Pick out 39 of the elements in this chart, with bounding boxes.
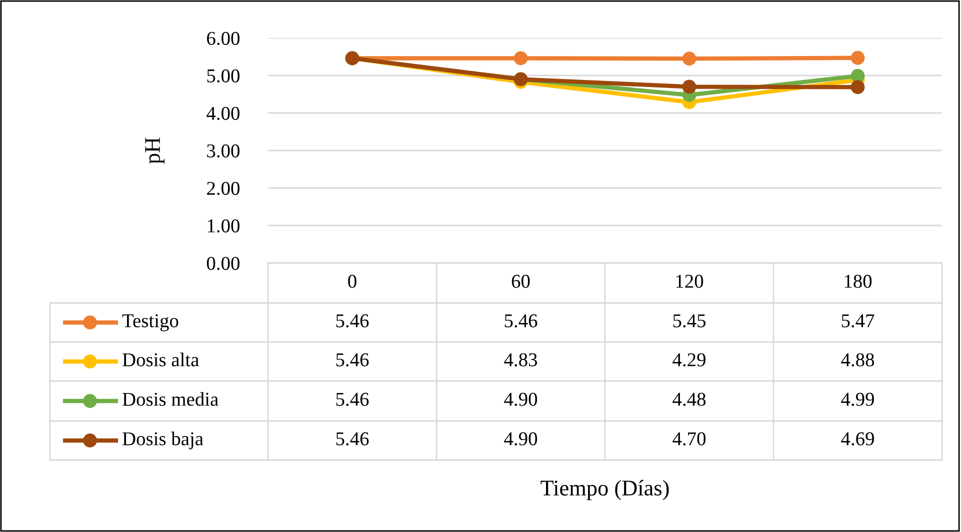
- point: [514, 51, 528, 66]
- data-label: 4.90: [504, 432, 538, 446]
- point: [682, 52, 696, 66]
- data-label: 4.48: [672, 392, 706, 406]
- data-label: 4.69: [841, 432, 874, 446]
- y-tick-label: 4.00: [206, 106, 240, 120]
- point: [850, 80, 865, 94]
- legend-label: Dosis baja: [122, 432, 204, 450]
- data-label: 4.88: [841, 353, 874, 366]
- x-tick-label: 0: [348, 274, 356, 288]
- point: [850, 68, 865, 83]
- data-label: 5.46: [336, 432, 369, 446]
- point: [682, 80, 696, 94]
- data-label: 4.70: [672, 432, 706, 446]
- legend-label: Dosis alta: [122, 352, 199, 366]
- data-label: 5.46: [336, 314, 369, 328]
- data-label: 5.46: [336, 392, 369, 406]
- data-label: 4.29: [672, 353, 706, 366]
- data-label: 5.46: [336, 353, 369, 366]
- x-tick-label: 120: [676, 274, 704, 288]
- point: [850, 50, 865, 65]
- y-tick-label: 2.00: [207, 182, 240, 196]
- data-label: 5.45: [673, 314, 706, 328]
- data-label: 4.90: [504, 392, 538, 406]
- legend-label: Dosis media: [122, 392, 218, 406]
- y-tick-label: 6.00: [207, 32, 240, 46]
- legend-label: Testigo: [122, 314, 178, 332]
- data-label: 5.46: [504, 314, 538, 328]
- y-tick-label: 0.00: [206, 256, 240, 270]
- data-label: 5.47: [842, 314, 874, 328]
- x-tick-label: 180: [844, 274, 872, 288]
- data-label: 4.99: [841, 392, 874, 406]
- y-tick-label: 1.00: [208, 219, 240, 233]
- y-tick-label: 3.00: [207, 144, 240, 158]
- data-label: 4.83: [504, 353, 538, 366]
- text: Tiempo (Días): [540, 480, 669, 500]
- y-tick-label: 5.00: [207, 69, 240, 83]
- y-axis-title: pH: [145, 138, 165, 164]
- x-tick-label: 60: [512, 274, 530, 288]
